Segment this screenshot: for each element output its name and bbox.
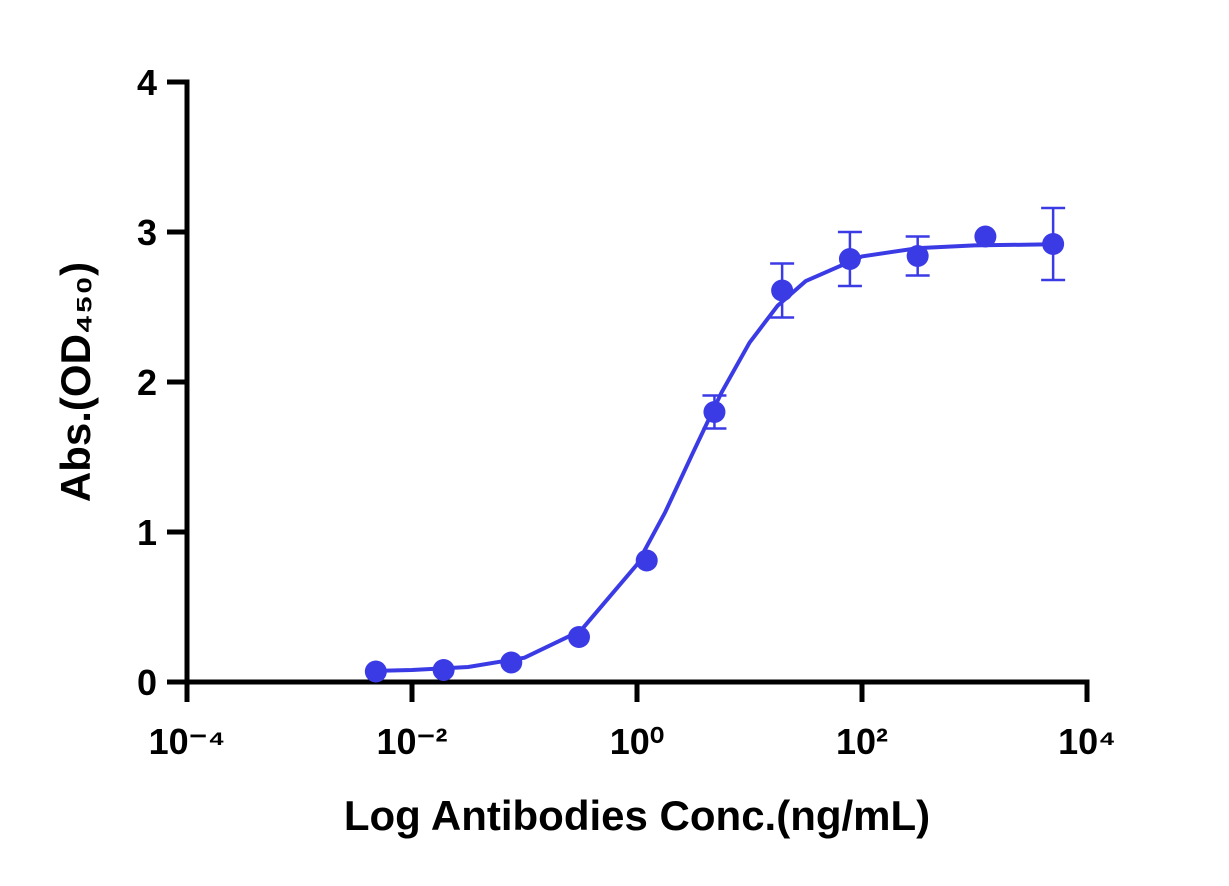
data-point bbox=[771, 279, 794, 302]
data-point bbox=[432, 659, 455, 681]
data-point bbox=[906, 245, 929, 267]
x-axis-label: Log Antibodies Conc.(ng/mL) bbox=[344, 792, 930, 839]
data-point bbox=[703, 401, 726, 423]
y-axis-label: Abs.(OD₄₅₀) bbox=[52, 262, 99, 502]
y-tick-label: 3 bbox=[137, 212, 157, 253]
x-tick-label: 10⁻⁴ bbox=[149, 721, 226, 762]
fit-curve bbox=[378, 242, 1054, 673]
x-tick-label: 10² bbox=[836, 721, 888, 762]
y-tick-label: 1 bbox=[137, 512, 157, 553]
data-point bbox=[1042, 233, 1065, 255]
data-point bbox=[364, 660, 387, 683]
y-tick-label: 2 bbox=[137, 362, 157, 403]
y-tick-label: 4 bbox=[137, 62, 157, 103]
x-tick-label: 10⁻² bbox=[376, 721, 447, 762]
data-point bbox=[838, 248, 861, 270]
y-tick-label: 0 bbox=[137, 662, 157, 703]
data-point bbox=[974, 225, 997, 248]
x-tick-label: 10⁴ bbox=[1058, 721, 1116, 762]
data-point bbox=[635, 549, 658, 572]
data-point bbox=[567, 626, 590, 648]
data-point bbox=[500, 651, 523, 674]
x-tick-label: 10⁰ bbox=[610, 721, 664, 762]
